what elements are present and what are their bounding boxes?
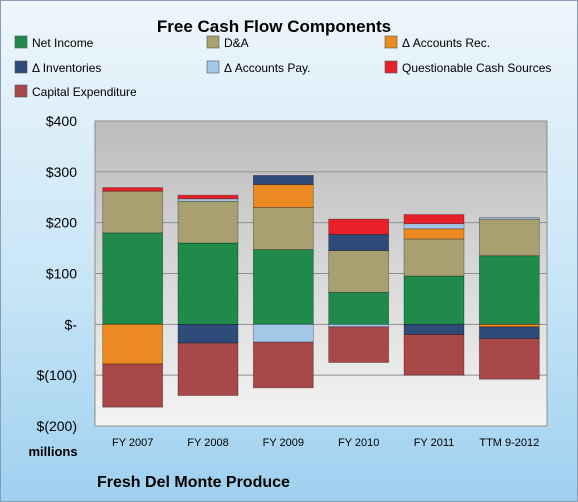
legend-label-questionable-cash-sources: Questionable Cash Sources	[402, 61, 551, 75]
y-tick-label: $(200)	[37, 418, 77, 434]
bar-segment-accounts-rec	[102, 323, 164, 365]
y-tick-label: $-	[65, 316, 78, 332]
bar-segment-net-income	[252, 249, 314, 325]
legend-swatch-net-income	[14, 35, 28, 49]
y-tick-label: $400	[46, 113, 77, 129]
legend-swatch-d-a	[206, 35, 220, 49]
bars	[102, 174, 540, 408]
x-category-label: FY 2008	[187, 437, 228, 449]
x-category-label: TTM 9-2012	[479, 437, 539, 449]
bar-segment-inventories	[478, 326, 540, 339]
bar-segment-accounts-rec	[403, 228, 465, 240]
bar-segment-d-a	[177, 200, 239, 244]
x-category-label: FY 2009	[263, 437, 304, 449]
x-category-label: FY 2007	[112, 437, 153, 449]
legend-swatch-accounts-rec	[384, 35, 398, 49]
x-category-label: FY 2010	[338, 437, 379, 449]
bar-segment-capital-expenditure	[252, 341, 314, 389]
bar-segment-questionable-cash-sources	[403, 214, 465, 225]
bar-segment-accounts-rec	[252, 184, 314, 208]
bar-segment-questionable-cash-sources	[328, 218, 390, 235]
bar-segment-inventories	[177, 323, 239, 344]
y-axis-unit-label: millions	[28, 444, 77, 459]
y-axis-ticks: $400 $300 $200 $100 $- $(100) $(200)	[37, 113, 78, 434]
x-axis-labels: FY 2007 FY 2008 FY 2009 FY 2010 FY 2011 TTM 9…	[112, 437, 539, 449]
legend-label-accounts-rec: Δ Accounts Rec.	[402, 36, 490, 50]
legend: Net Income D&A Δ Accounts Rec. Δ Inventorie…	[14, 35, 551, 99]
legend-item-net-income: Net Income	[14, 35, 94, 50]
bar-segment-d-a	[478, 218, 540, 257]
legend-label-d-a: D&A	[224, 36, 249, 50]
bar-segment-accounts-pay	[252, 323, 314, 343]
legend-label-inventories: Δ Inventories	[32, 61, 101, 75]
y-tick-label: $300	[46, 164, 77, 180]
legend-swatch-inventories	[14, 60, 28, 74]
bar-segment-accounts-pay	[403, 223, 465, 230]
bar-segment-questionable-cash-sources	[177, 194, 239, 200]
bar-segment-d-a	[252, 207, 314, 251]
bar-segment-d-a	[403, 238, 465, 277]
y-tick-label: $200	[46, 215, 77, 231]
y-tick-label: $(100)	[37, 367, 77, 383]
bar-segment-inventories	[328, 233, 390, 252]
legend-item-accounts-rec: Δ Accounts Rec.	[384, 35, 490, 50]
legend-item-d-a: D&A	[206, 35, 249, 50]
bar-segment-accounts-pay	[478, 217, 540, 220]
bar-segment-net-income	[478, 255, 540, 325]
bar-segment-net-income	[403, 275, 465, 325]
bar-segment-d-a	[328, 250, 390, 293]
bar-segment-capital-expenditure	[102, 363, 164, 408]
bar-segment-net-income	[328, 291, 390, 325]
bar-segment-d-a	[102, 190, 164, 234]
legend-item-capital-expenditure: Capital Expenditure	[14, 84, 137, 99]
legend-swatch-capital-expenditure	[14, 84, 28, 98]
legend-label-accounts-pay: Δ Accounts Pay.	[224, 61, 311, 75]
x-category-label: FY 2011	[414, 437, 455, 449]
bar-segment-capital-expenditure	[177, 342, 239, 396]
legend-swatch-questionable-cash-sources	[384, 60, 398, 74]
legend-item-questionable-cash-sources: Questionable Cash Sources	[384, 60, 551, 75]
bar-segment-capital-expenditure	[403, 334, 465, 376]
bar-segment-net-income	[177, 242, 239, 325]
chart-title: Free Cash Flow Components	[157, 17, 391, 36]
bar-segment-questionable-cash-sources	[102, 187, 164, 192]
legend-item-inventories: Δ Inventories	[14, 60, 101, 75]
bar-segment-inventories	[252, 174, 314, 185]
bar-segment-capital-expenditure	[328, 326, 390, 363]
bar-segment-net-income	[102, 232, 164, 325]
legend-item-accounts-pay: Δ Accounts Pay.	[206, 60, 311, 75]
legend-label-net-income: Net Income	[32, 36, 94, 50]
legend-swatch-accounts-pay	[206, 60, 220, 74]
legend-label-capital-expenditure: Capital Expenditure	[32, 85, 137, 99]
gridlines	[95, 120, 547, 427]
y-tick-label: $100	[46, 266, 77, 282]
bar-segment-inventories	[403, 323, 465, 335]
company-name: Fresh Del Monte Produce	[97, 474, 290, 491]
bar-segment-capital-expenditure	[478, 338, 540, 380]
